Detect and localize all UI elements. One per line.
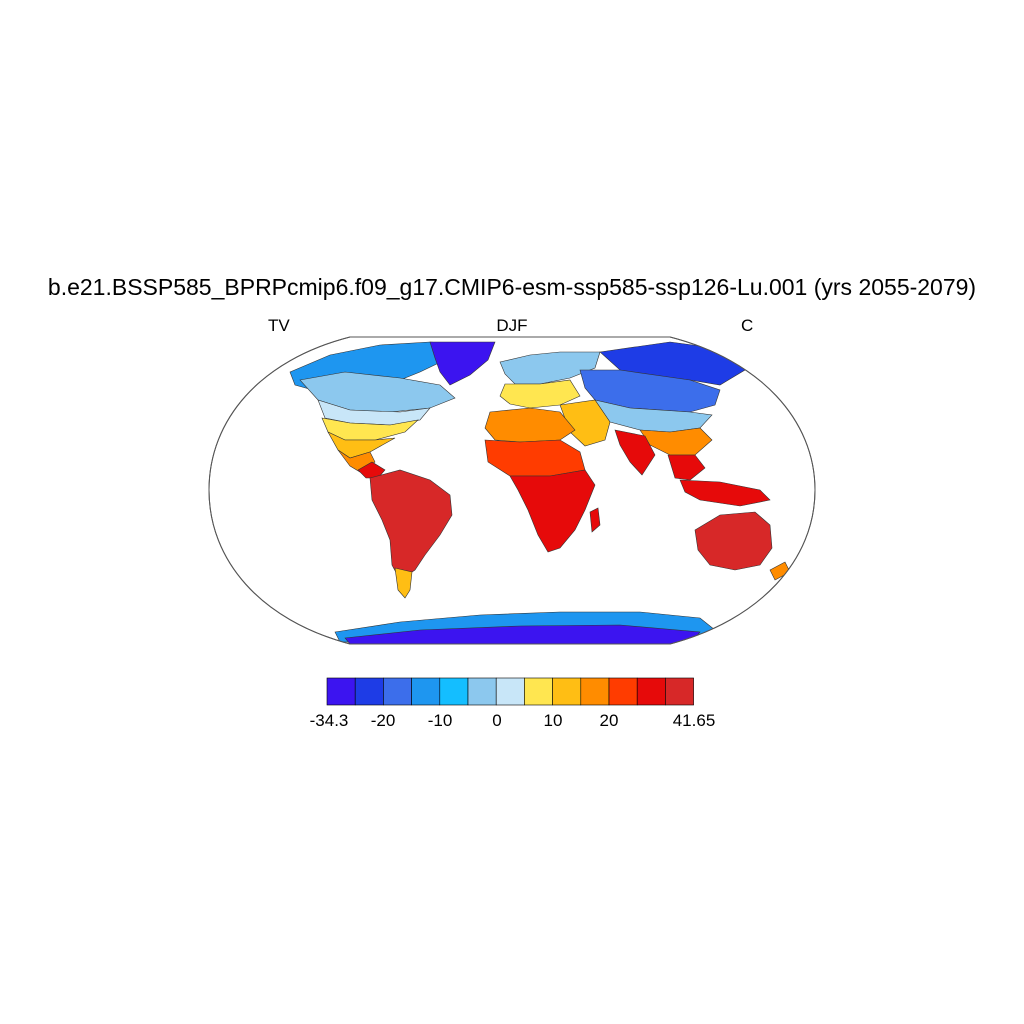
- land-south-america: [369, 469, 453, 581]
- colorbar-tick-label: 0: [492, 711, 502, 730]
- colorbar-swatch: [580, 677, 610, 706]
- colorbar-swatch: [608, 677, 638, 706]
- colorbar-swatch: [524, 677, 553, 706]
- land-greenland: [429, 341, 496, 386]
- land-southeast-asia: [667, 454, 706, 481]
- colorbar-swatch: [326, 677, 356, 706]
- colorbar-swatch: [383, 677, 412, 706]
- units-label: C: [741, 316, 754, 335]
- colorbar-tick-label: 20: [599, 711, 619, 730]
- variable-label: TV: [268, 316, 290, 335]
- land-china-south: [639, 427, 713, 456]
- land-india: [614, 429, 656, 476]
- colorbar-swatch: [495, 677, 525, 706]
- colorbar-swatch: [411, 677, 441, 706]
- colorbar-swatch: [552, 677, 582, 706]
- colorbar-swatch: [636, 677, 666, 706]
- land-patagonia: [394, 567, 413, 599]
- colorbar-swatch: [439, 677, 469, 706]
- colorbar-tick-label: -10: [427, 711, 453, 730]
- land-antarctica: [344, 624, 701, 644]
- land-australia: [694, 511, 773, 571]
- land-central-america: [357, 461, 386, 479]
- colorbar-tick-label: 10: [543, 711, 563, 730]
- land-indonesia: [679, 479, 771, 507]
- colorbar-swatch: [354, 677, 384, 706]
- land-madagascar: [589, 507, 601, 533]
- colorbar-tick-label: -20: [370, 711, 396, 730]
- colorbar-tick-label: 41.65: [672, 711, 716, 730]
- colorbar-swatch: [467, 677, 497, 706]
- colorbar-tick-label: -34.3: [309, 711, 349, 730]
- land-usa-north: [317, 399, 431, 426]
- plot-title: b.e21.BSSP585_BPRPcmip6.f09_g17.CMIP6-es…: [47, 274, 977, 300]
- colorbar-swatch: [665, 677, 694, 706]
- season-label: DJF: [496, 316, 528, 335]
- land-africa-central: [509, 469, 596, 553]
